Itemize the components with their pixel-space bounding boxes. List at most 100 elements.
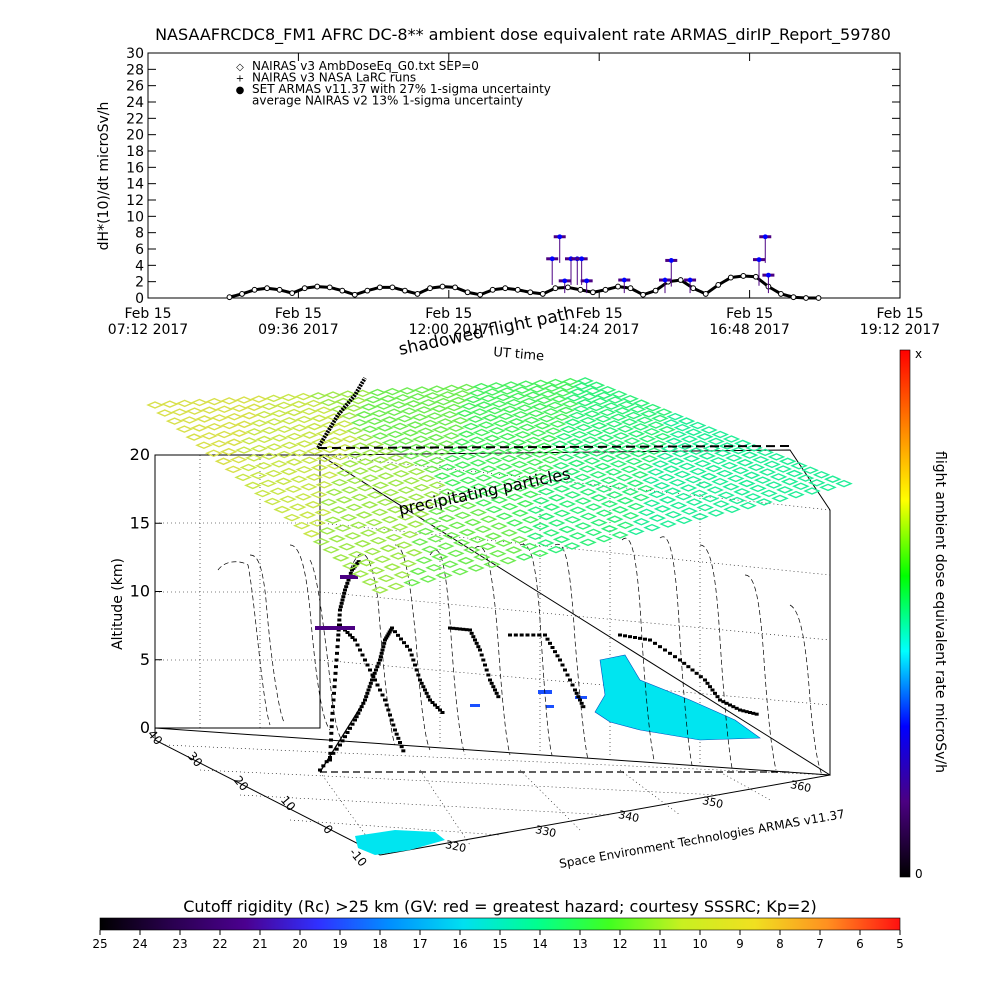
- mesh-cell: [553, 413, 571, 421]
- mesh-cell: [449, 396, 468, 405]
- mesh-cell: [516, 499, 535, 508]
- mesh-cell: [747, 463, 766, 472]
- mesh-cell: [451, 416, 470, 425]
- mesh-cell: [264, 394, 283, 403]
- mesh-cell: [405, 548, 423, 557]
- flight-marker: [537, 633, 542, 637]
- rc-tick-label: 17: [412, 937, 427, 951]
- mesh-cell: [320, 471, 339, 479]
- mesh-cell: [626, 479, 644, 487]
- mesh-cell: [423, 392, 442, 400]
- mesh-cell: [383, 563, 402, 571]
- mesh-cell: [651, 460, 670, 468]
- mesh-cell: [270, 434, 289, 442]
- flight-marker: [329, 725, 334, 729]
- flight-marker: [715, 695, 720, 699]
- flight-marker: [388, 628, 393, 632]
- flight-marker: [628, 635, 632, 639]
- mesh-cell: [510, 535, 529, 544]
- flight-marker: [332, 685, 337, 689]
- mesh-cell: [391, 422, 409, 431]
- mesh-cell: [421, 419, 439, 428]
- mesh-cell: [718, 442, 736, 450]
- mesh-cell: [412, 483, 431, 492]
- mesh-cell: [331, 452, 349, 461]
- mesh-cell: [361, 449, 380, 457]
- flight-marker: [483, 663, 487, 667]
- nairas-point: [640, 291, 646, 298]
- mesh-cell: [673, 470, 692, 479]
- mesh-cell: [673, 423, 692, 432]
- flight-marker: [350, 722, 355, 726]
- mesh-cell: [436, 418, 455, 426]
- flight-marker: [337, 618, 342, 622]
- flight-marker: [338, 743, 342, 747]
- flight-marker: [508, 633, 512, 637]
- mesh-cell: [714, 449, 732, 458]
- mesh-cell: [295, 465, 313, 474]
- latitude-tick-label: 20: [231, 773, 252, 794]
- flight-marker: [469, 631, 474, 635]
- mesh-cell: [308, 519, 327, 527]
- mesh-cell: [594, 462, 612, 471]
- mesh-cell: [656, 452, 674, 460]
- mesh-cell: [280, 416, 299, 425]
- mesh-cell: [527, 506, 545, 514]
- mesh-cell: [511, 411, 530, 419]
- mesh-cell: [419, 398, 438, 407]
- mesh-cell: [180, 416, 199, 424]
- mesh-cell: [706, 486, 724, 494]
- mesh-cell: [546, 378, 565, 387]
- nairas-point: [564, 284, 571, 291]
- legend-symbol: ◇: [236, 62, 244, 73]
- flight-marker: [548, 641, 552, 645]
- flight-marker: [335, 651, 339, 655]
- mesh-cell: [279, 393, 298, 402]
- flight-marker: [338, 605, 343, 609]
- mesh-cell: [285, 458, 303, 466]
- mesh-cell: [220, 447, 238, 456]
- mesh-cell: [667, 457, 685, 466]
- mesh-cell: [602, 402, 621, 410]
- flight-marker: [409, 653, 414, 657]
- mesh-cell: [574, 497, 592, 505]
- flight-marker: [484, 668, 489, 672]
- mesh-cell: [475, 401, 493, 409]
- mesh-cell: [269, 487, 287, 496]
- mesh-cell: [369, 536, 388, 545]
- mesh-cell: [518, 423, 537, 432]
- mesh-cell: [346, 451, 364, 459]
- z-tick-label: 20: [130, 445, 150, 464]
- mesh-cell: [623, 437, 641, 445]
- mesh-cell: [404, 400, 423, 408]
- mesh-cell: [245, 454, 263, 462]
- flight-marker: [396, 736, 401, 740]
- mesh-cell: [275, 401, 293, 410]
- rc-tick-label: 19: [332, 937, 347, 951]
- rc-bar-title: Cutoff rigidity (Rc) >25 km (GV: red = g…: [183, 897, 817, 916]
- mesh-cell: [205, 397, 224, 406]
- mesh-cell: [515, 553, 533, 561]
- mesh-cell: [511, 484, 529, 492]
- altitude-profile: [289, 544, 331, 731]
- mesh-cell: [239, 463, 258, 472]
- mesh-cell: [376, 472, 395, 480]
- flight-marker: [343, 588, 347, 592]
- nairas-point: [514, 286, 521, 293]
- mesh-cell: [728, 496, 746, 505]
- mesh-cell: [520, 542, 539, 551]
- mesh-cell: [511, 509, 529, 517]
- mesh-cell: [526, 532, 545, 541]
- mesh-cell: [332, 554, 350, 562]
- longitude-tick-label: 340: [617, 808, 640, 825]
- mesh-cell: [347, 550, 366, 559]
- flight-marker: [335, 645, 340, 649]
- mesh-cell: [351, 467, 369, 475]
- nairas-point: [690, 285, 697, 292]
- mesh-cell: [526, 458, 544, 466]
- mesh-cell: [723, 505, 741, 514]
- mesh-cell: [524, 391, 542, 399]
- mesh-cell: [537, 512, 556, 521]
- mesh-cell: [490, 522, 508, 530]
- flight-marker: [346, 578, 351, 582]
